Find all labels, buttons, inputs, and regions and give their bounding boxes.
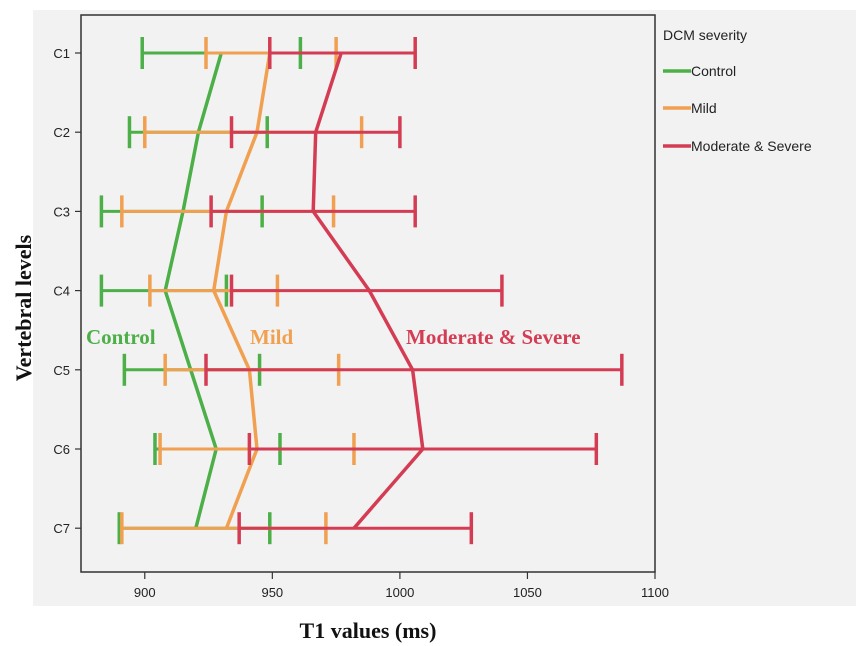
x-tick-label: 900 [134,585,156,600]
y-axis: C1 C2 C3 C4 C5 C6 C7 [53,46,81,536]
series-moderate-severe [204,37,624,545]
legend-label-control: Control [691,63,736,79]
plot-frame [80,14,656,573]
y-axis-title: Vertebral levels [11,234,36,381]
legend: DCM severity Control Mild Moderate & Sev… [663,27,812,154]
annotation-control: Control [86,325,156,349]
y-tick-label: C2 [53,125,70,140]
series-line [311,52,425,530]
y-tick-label: C4 [53,284,70,299]
x-tick-label: 1000 [385,585,414,600]
series-layer [99,37,624,545]
x-tick-label: 1100 [641,585,669,600]
x-tick-label: 950 [261,585,283,600]
legend-label-moderate-severe: Moderate & Severe [691,138,812,154]
y-tick-label: C7 [53,521,70,536]
x-axis: 900 950 1000 1050 1100 [134,572,669,600]
legend-title: DCM severity [663,27,747,43]
y-tick-label: C5 [53,363,70,378]
legend-label-mild: Mild [691,100,717,116]
y-tick-label: C1 [53,46,70,61]
annotation-moderate-severe: Moderate & Severe [406,325,581,349]
x-axis-title: T1 values (ms) [300,618,437,643]
x-tick-label: 1050 [513,585,542,600]
y-tick-label: C6 [53,442,70,457]
y-tick-label: C3 [53,204,70,219]
annotation-mild: Mild [250,325,293,349]
